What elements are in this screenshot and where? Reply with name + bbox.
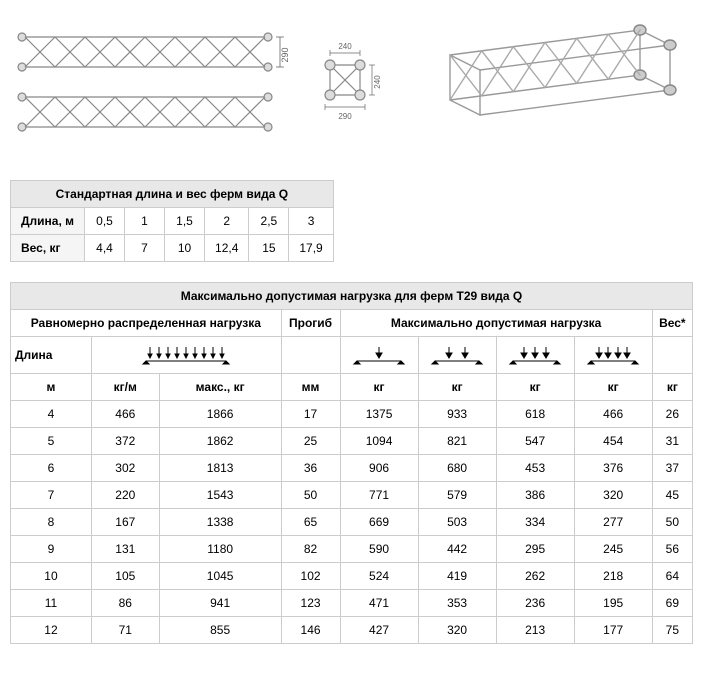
table1-row-weight: Вес, кг 4,4 7 10 12,4 15 17,9	[11, 235, 334, 262]
top-diagrams: 290	[10, 10, 693, 160]
table-row: 10 105 1045 102 524 419 262 218 64	[11, 563, 693, 590]
table1-length-label: Длина, м	[11, 208, 85, 235]
cross-width-label: 240	[338, 42, 352, 51]
table-row: 11 86 941 123 471 353 236 195 69	[11, 590, 693, 617]
table1-weight-label: Вес, кг	[11, 235, 85, 262]
truss-cross-svg: 240 240 290	[310, 35, 390, 135]
icon-2point	[418, 337, 496, 374]
table-row: 7 220 1543 50 771 579 386 320 45	[11, 482, 693, 509]
table1-title: Стандартная длина и вес ферм вида Q	[11, 181, 334, 208]
side-dim-label: 290	[280, 47, 290, 62]
truss-3d-view	[410, 10, 690, 160]
table-row: 6 302 1813 36 906 680 453 376 37	[11, 455, 693, 482]
truss-side-view: 290	[10, 25, 290, 145]
table-max-load: Максимально допустимая нагрузка для ферм…	[10, 282, 693, 644]
h-length: Длина	[11, 337, 92, 374]
h-maxload: Максимально допустимая нагрузка	[340, 310, 652, 337]
h-deflection: Прогиб	[281, 310, 340, 337]
unit-kg1: кг	[340, 374, 418, 401]
table-standard-length-weight: Стандартная длина и вес ферм вида Q Длин…	[10, 180, 334, 262]
table1-row-length: Длина, м 0,5 1 1,5 2 2,5 3	[11, 208, 334, 235]
table-row: 12 71 855 146 427 320 213 177 75	[11, 617, 693, 644]
unit-kg2: кг	[418, 374, 496, 401]
unit-mm: мм	[281, 374, 340, 401]
icon-3point	[496, 337, 574, 374]
unit-kg4: кг	[574, 374, 652, 401]
table2-title: Максимально допустимая нагрузка для ферм…	[11, 283, 693, 310]
h-weight: Вес*	[652, 310, 692, 337]
cross-height-label: 240	[373, 75, 382, 89]
unit-m: м	[11, 374, 92, 401]
h-distributed: Равномерно распределенная нагрузка	[11, 310, 282, 337]
truss-cross-section: 240 240 290	[310, 35, 390, 135]
unit-maxkg: макс., кг	[159, 374, 281, 401]
unit-kg5: кг	[652, 374, 692, 401]
icon-1point	[340, 337, 418, 374]
table-row: 5 372 1862 25 1094 821 547 454 31	[11, 428, 693, 455]
table-row: 9 131 1180 82 590 442 295 245 56	[11, 536, 693, 563]
unit-kg3: кг	[496, 374, 574, 401]
table-row: 8 167 1338 65 669 503 334 277 50	[11, 509, 693, 536]
cross-side-label: 290	[338, 112, 352, 121]
truss-3d-svg	[410, 10, 690, 160]
icon-4point	[574, 337, 652, 374]
truss-side-svg: 290	[10, 25, 290, 145]
unit-kgm: кг/м	[91, 374, 159, 401]
icon-distributed	[91, 337, 281, 374]
table-row: 4 466 1866 17 1375 933 618 466 26	[11, 401, 693, 428]
